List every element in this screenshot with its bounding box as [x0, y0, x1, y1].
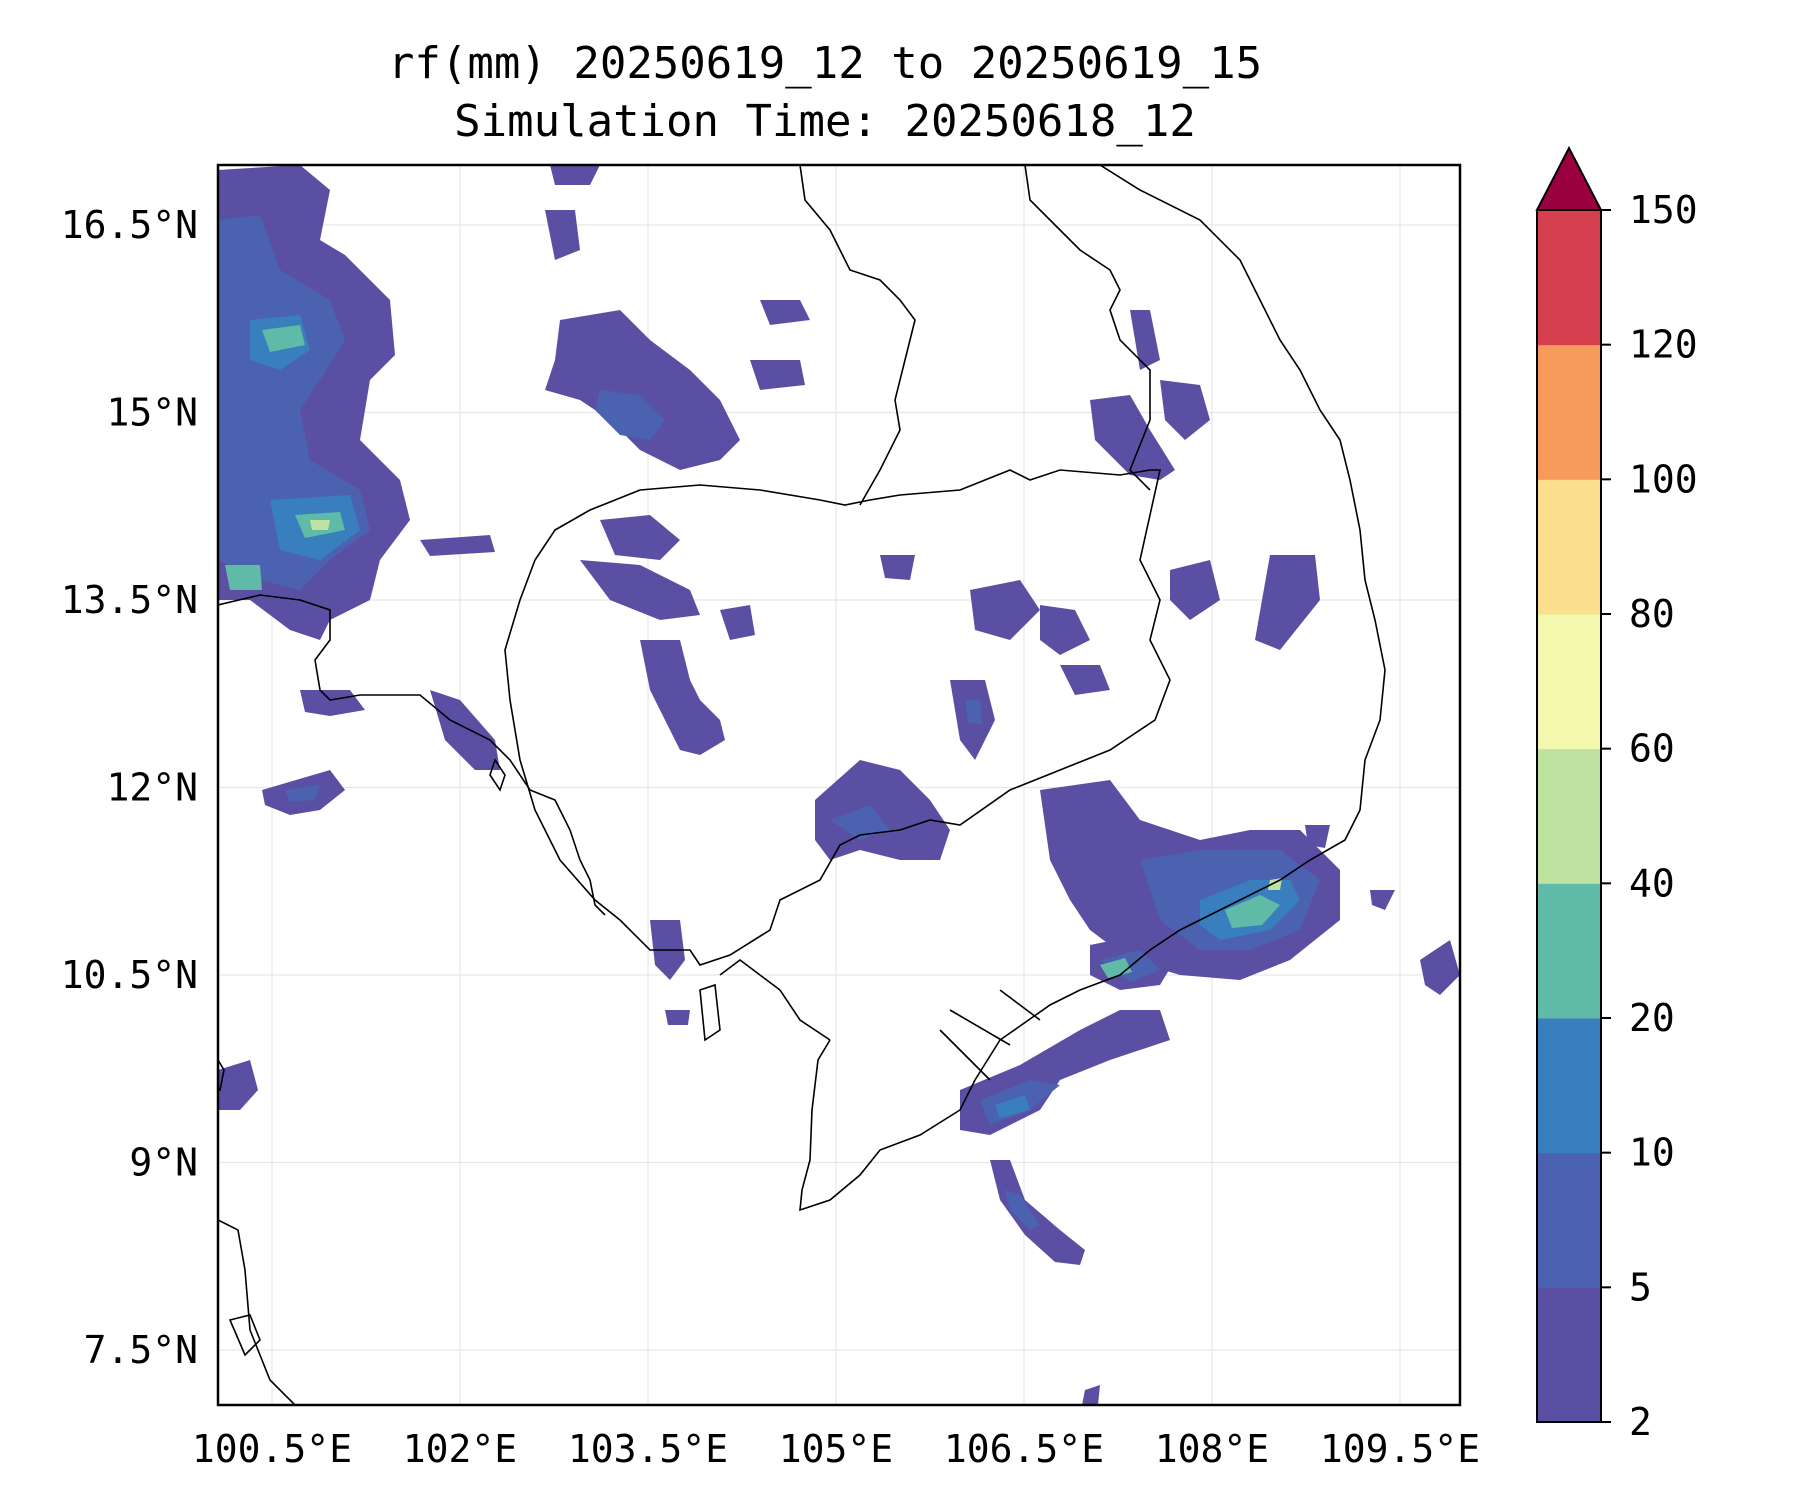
- rain-patch: [750, 360, 805, 390]
- rain-patch: [545, 310, 740, 470]
- lon-tick-group: 100.5°E 102°E 103.5°E 105°E 106.5°E 108°E 109.…: [192, 1427, 1480, 1471]
- colorbar-segment: [1537, 344, 1601, 480]
- lat-tick-label: 9°N: [129, 1141, 198, 1185]
- rain-patch: [1420, 940, 1460, 995]
- lon-tick-label: 105°E: [779, 1427, 893, 1471]
- colorbar-segment: [1537, 1287, 1601, 1423]
- island: [228, 1314, 261, 1357]
- colorbar-extend-arrow: [1535, 145, 1603, 211]
- colorbar-label: 40: [1629, 861, 1675, 905]
- rain-patch: [1090, 395, 1175, 480]
- cambodia-border: [504, 469, 1171, 966]
- rain-patch: [760, 300, 810, 325]
- colorbar-label: 2: [1629, 1400, 1652, 1444]
- colorbar-label: 120: [1629, 323, 1698, 367]
- rain-patch: [1060, 665, 1110, 695]
- colorbar-label: 80: [1629, 592, 1675, 636]
- lat-tick-label: 12°N: [106, 766, 198, 810]
- rain-patch: [970, 580, 1040, 640]
- rain-patch: [830, 805, 890, 840]
- vietnam-coast: [719, 959, 831, 1041]
- island: [489, 758, 506, 792]
- lat-tick-label: 16.5°N: [61, 203, 198, 247]
- laos-vietnam-border: [799, 165, 916, 506]
- rain-patch: [285, 785, 320, 802]
- colorbar-label: 10: [1629, 1131, 1675, 1175]
- mekong-estuary: [939, 989, 1041, 1081]
- colorbar-segment: [1537, 1152, 1601, 1288]
- rain-patch: [720, 605, 755, 640]
- rain-patch: [595, 390, 665, 440]
- rain-patch: [1370, 890, 1395, 910]
- colorbar-segment: [1537, 1018, 1601, 1154]
- colorbar: 2 5 10 20 40 60 80 100 120 150: [1535, 145, 1698, 1444]
- colorbar-label: 60: [1629, 727, 1675, 771]
- rain-patch: [1040, 605, 1090, 655]
- rain-patch: [1005, 1190, 1040, 1230]
- map-title: rf(mm) 20250619_12 to 20250619_15: [387, 38, 1263, 89]
- vietnam-coast: [799, 165, 1386, 1212]
- lat-tick-label: 7.5°N: [84, 1328, 198, 1372]
- laos-vietnam-border: [1024, 165, 1151, 491]
- island: [218, 1058, 225, 1091]
- colorbar-segment: [1537, 479, 1601, 615]
- island: [699, 983, 721, 1042]
- coastlines-borders: [218, 165, 1386, 1405]
- map-frame: [216, 163, 1462, 1407]
- rain-patch: [965, 700, 982, 725]
- rain-patch: [1130, 310, 1160, 370]
- rain-patch: [225, 565, 262, 590]
- rain-patch: [218, 1060, 258, 1110]
- colorbar-label: 20: [1629, 996, 1675, 1040]
- rain-patch: [640, 640, 725, 755]
- rain-patch: [880, 555, 915, 580]
- colorbar-label: 150: [1629, 188, 1698, 232]
- lon-tick-label: 109.5°E: [1320, 1427, 1480, 1471]
- colorbar-label: 100: [1629, 457, 1698, 501]
- map-subtitle: Simulation Time: 20250618_12: [454, 96, 1196, 147]
- rain-patch: [995, 1095, 1030, 1118]
- rain-patch: [1255, 555, 1320, 650]
- rain-patch: [550, 165, 600, 185]
- rain-patch: [580, 560, 700, 620]
- rainfall-contours: [218, 165, 1460, 1405]
- rain-patch: [420, 535, 495, 556]
- rain-patch: [1170, 560, 1220, 620]
- lon-tick-label: 100.5°E: [192, 1427, 352, 1471]
- lat-tick-label: 15°N: [106, 391, 198, 435]
- rain-patch: [1100, 958, 1132, 978]
- lat-tick-label: 13.5°N: [61, 578, 198, 622]
- colorbar-segment: [1537, 210, 1601, 346]
- rain-patch: [600, 515, 680, 560]
- rain-patch: [545, 210, 580, 260]
- malay-coast: [218, 1219, 296, 1405]
- rain-patch: [1225, 895, 1280, 928]
- colorbar-segment: [1537, 748, 1601, 884]
- colorbar-label: 5: [1629, 1265, 1652, 1309]
- rain-patch: [262, 325, 305, 352]
- lon-tick-label: 103.5°E: [568, 1427, 728, 1471]
- lon-tick-label: 106.5°E: [944, 1427, 1104, 1471]
- lon-tick-label: 108°E: [1155, 1427, 1269, 1471]
- colorbar-segment: [1537, 883, 1601, 1019]
- thailand-cambodia-coast: [218, 594, 606, 916]
- colorbar-segment: [1537, 614, 1601, 750]
- rain-patch: [815, 760, 950, 860]
- lat-tick-group: 16.5°N 15°N 13.5°N 12°N 10.5°N 9°N 7.5°N: [61, 203, 198, 1372]
- lat-tick-label: 10.5°N: [61, 953, 198, 997]
- rain-patch: [430, 690, 500, 770]
- rain-patch: [990, 1160, 1085, 1265]
- lon-tick-label: 102°E: [403, 1427, 517, 1471]
- rain-patch: [1305, 825, 1330, 848]
- rain-patch: [665, 1010, 690, 1025]
- rain-patch: [1082, 1385, 1100, 1405]
- rain-patch: [1160, 380, 1210, 440]
- rain-patch: [310, 520, 330, 530]
- colorbar-frame: [1536, 209, 1602, 1423]
